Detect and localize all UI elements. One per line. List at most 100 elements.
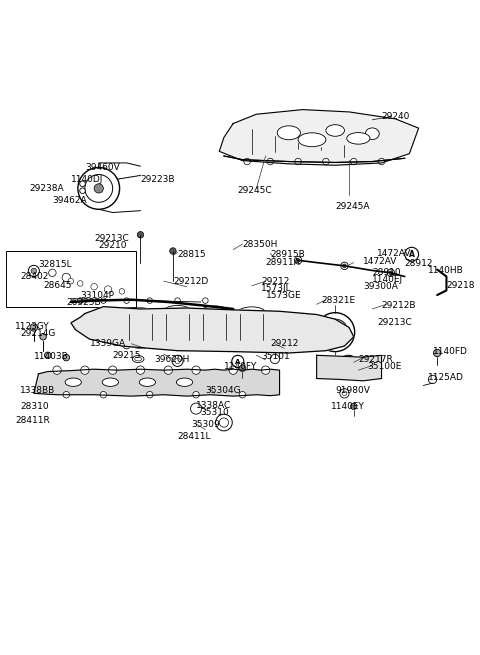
Ellipse shape (102, 378, 119, 386)
Text: 39300A: 39300A (363, 282, 398, 291)
Text: A: A (409, 250, 415, 259)
Text: 1140HB: 1140HB (428, 266, 464, 275)
Bar (6, 251, 136, 307)
Text: 91980V: 91980V (335, 386, 370, 394)
Polygon shape (317, 355, 382, 381)
Text: 28910: 28910 (372, 269, 401, 277)
Text: 29213C: 29213C (377, 318, 412, 328)
Text: 29213C: 29213C (94, 234, 129, 243)
Ellipse shape (240, 339, 264, 348)
Circle shape (28, 265, 39, 276)
Text: 29245C: 29245C (238, 186, 273, 195)
Circle shape (169, 248, 176, 254)
Text: 1123GY: 1123GY (15, 322, 50, 331)
Circle shape (78, 168, 120, 210)
Ellipse shape (129, 339, 152, 348)
Text: 29212B: 29212B (382, 301, 416, 310)
Circle shape (336, 355, 360, 379)
Ellipse shape (176, 378, 192, 386)
Circle shape (296, 259, 300, 262)
Circle shape (323, 159, 329, 165)
Circle shape (239, 365, 246, 371)
Circle shape (175, 358, 180, 364)
Ellipse shape (238, 307, 265, 318)
Text: 28310: 28310 (20, 402, 48, 411)
Text: 29210: 29210 (99, 241, 127, 250)
Text: 39462A: 39462A (52, 195, 87, 204)
Circle shape (53, 366, 61, 374)
Text: 26325B: 26325B (66, 299, 101, 307)
Circle shape (136, 366, 144, 374)
Circle shape (146, 392, 153, 398)
Text: 39460V: 39460V (85, 163, 120, 172)
Circle shape (137, 231, 144, 238)
Circle shape (81, 366, 89, 374)
Ellipse shape (127, 308, 155, 320)
Circle shape (341, 262, 348, 270)
Text: 1125AD: 1125AD (428, 373, 464, 382)
Circle shape (85, 174, 113, 202)
Circle shape (270, 354, 279, 364)
Text: 29218: 29218 (446, 281, 475, 290)
Circle shape (350, 403, 357, 409)
Circle shape (203, 298, 208, 303)
Text: 1573JL: 1573JL (261, 284, 292, 293)
Text: 1573GE: 1573GE (265, 291, 301, 299)
Text: 1472AV: 1472AV (377, 249, 411, 258)
Circle shape (80, 188, 85, 193)
Circle shape (378, 159, 385, 165)
Text: 1140DJ: 1140DJ (71, 175, 103, 183)
Ellipse shape (201, 306, 228, 318)
Circle shape (193, 392, 199, 398)
Circle shape (244, 159, 251, 165)
Circle shape (175, 298, 180, 303)
Text: 28321E: 28321E (321, 296, 355, 305)
Circle shape (119, 289, 125, 294)
Circle shape (101, 298, 106, 303)
Circle shape (63, 354, 70, 361)
Text: 28911A: 28911A (265, 257, 300, 267)
Circle shape (216, 414, 232, 431)
Text: 1339GA: 1339GA (89, 339, 126, 348)
Ellipse shape (139, 378, 156, 386)
Circle shape (322, 319, 348, 345)
Text: 29238A: 29238A (29, 184, 64, 193)
Circle shape (428, 375, 437, 384)
Text: 28411L: 28411L (178, 432, 211, 441)
Ellipse shape (166, 339, 189, 348)
Circle shape (192, 366, 200, 374)
Circle shape (108, 366, 117, 374)
Text: 28402: 28402 (20, 272, 48, 281)
Circle shape (104, 286, 112, 293)
Circle shape (295, 159, 301, 165)
Ellipse shape (326, 124, 345, 136)
Text: 29217R: 29217R (359, 354, 393, 364)
Text: 35304G: 35304G (205, 386, 241, 394)
Circle shape (31, 268, 36, 274)
Circle shape (239, 392, 246, 398)
Circle shape (229, 366, 238, 374)
Circle shape (342, 391, 347, 396)
Circle shape (164, 366, 172, 374)
Circle shape (100, 392, 107, 398)
Text: 35101: 35101 (261, 352, 290, 361)
Text: A: A (235, 359, 240, 365)
Text: 11403B: 11403B (34, 352, 69, 361)
Circle shape (191, 403, 202, 414)
Text: 1140EJ: 1140EJ (372, 275, 403, 284)
Circle shape (405, 248, 419, 261)
Circle shape (123, 341, 130, 349)
Text: 28915B: 28915B (270, 250, 305, 259)
Ellipse shape (65, 378, 82, 386)
Circle shape (387, 269, 395, 276)
Ellipse shape (277, 126, 300, 140)
Circle shape (91, 284, 97, 290)
Circle shape (350, 159, 357, 165)
Circle shape (40, 333, 47, 340)
Text: 29245A: 29245A (335, 202, 370, 212)
Text: 29215: 29215 (113, 351, 141, 360)
Text: 28912: 28912 (405, 259, 433, 268)
Circle shape (63, 392, 70, 398)
Circle shape (80, 181, 85, 187)
Text: 35310: 35310 (201, 408, 229, 417)
